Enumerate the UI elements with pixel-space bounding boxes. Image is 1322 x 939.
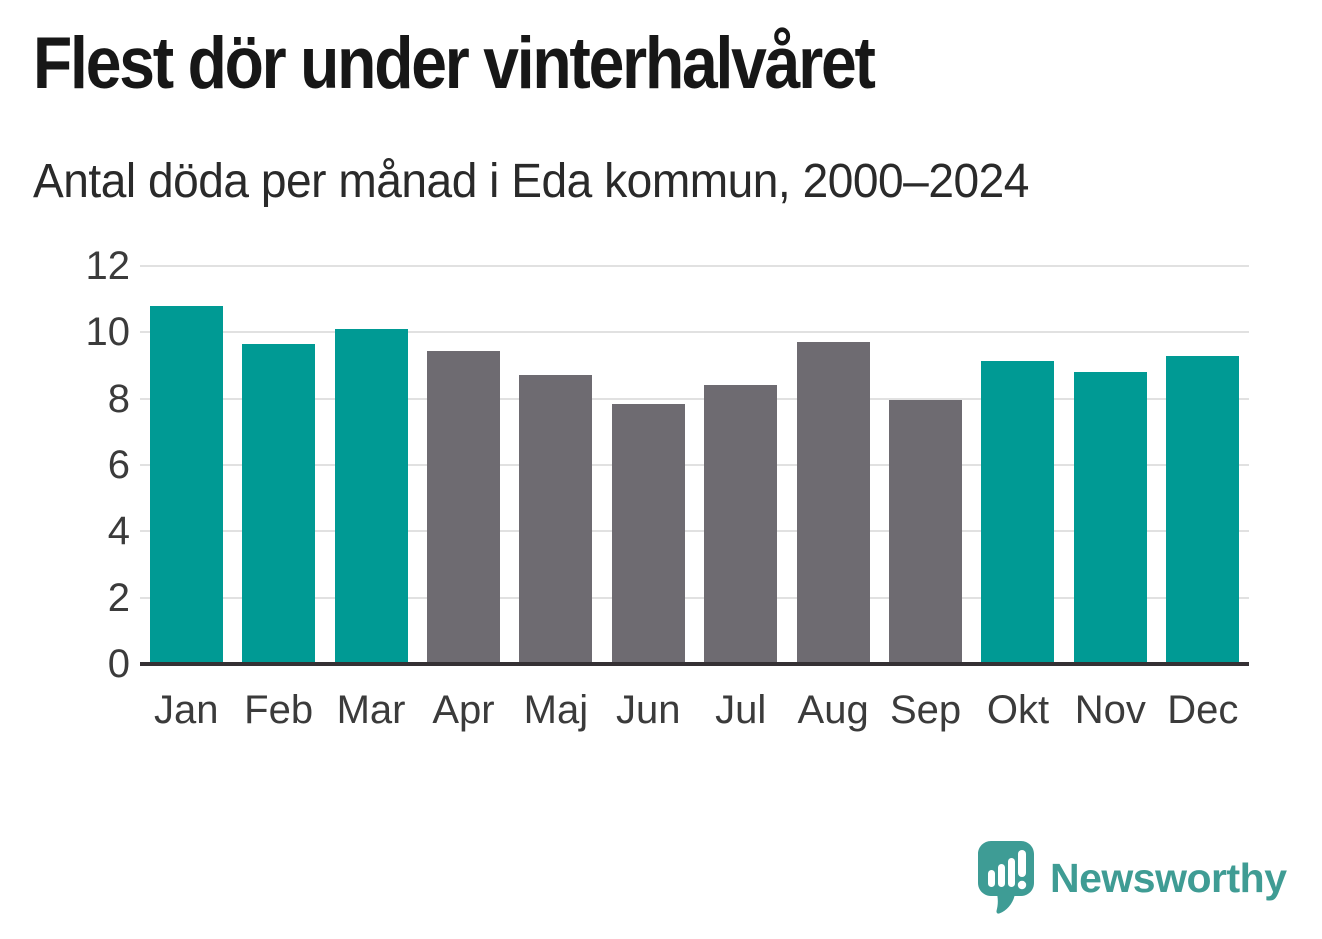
x-tick-label-sep: Sep xyxy=(889,688,962,732)
bar-apr xyxy=(426,350,500,664)
y-tick-label-10: 10 xyxy=(85,310,131,355)
bar-okt xyxy=(981,360,1055,664)
bar-feb xyxy=(242,343,316,664)
x-axis: Jan Feb Mar Apr Maj Jun Jul Aug Sep Okt Nov Dec xyxy=(140,686,1249,746)
x-tick-label-feb: Feb xyxy=(244,688,314,732)
x-tick-label-maj: Maj xyxy=(523,688,589,732)
bar-mar xyxy=(334,329,408,664)
chart-subtitle: Antal döda per månad i Eda kommun, 2000–… xyxy=(33,155,1029,208)
x-tick-label-aug: Aug xyxy=(797,688,869,732)
newsworthy-speech-bubble-icon xyxy=(978,841,1034,914)
bar-jun xyxy=(611,403,685,664)
y-tick-label-2: 2 xyxy=(107,575,130,620)
y-axis: 0 2 4 6 8 10 12 xyxy=(40,246,131,684)
bar-jul xyxy=(704,385,778,664)
x-tick-label-nov: Nov xyxy=(1074,688,1146,732)
y-tick-label-4: 4 xyxy=(107,509,130,554)
newsworthy-wordmark: Newsworthy xyxy=(1050,854,1287,901)
gridline-8 xyxy=(140,397,1249,400)
y-tick-label-8: 8 xyxy=(107,376,130,421)
plot-area xyxy=(140,265,1249,666)
gridline-2 xyxy=(140,596,1249,599)
y-tick-label-0: 0 xyxy=(107,642,130,686)
chart-title: Flest dör under vinterhalvåret xyxy=(33,23,876,104)
y-tick-label-6: 6 xyxy=(107,443,130,487)
bar-aug xyxy=(796,342,870,664)
x-tick-label-jun: Jun xyxy=(616,688,681,732)
newsworthy-logo: Newsworthy xyxy=(977,840,1287,916)
bar-sep xyxy=(889,400,963,664)
bar-maj xyxy=(519,375,593,664)
x-tick-label-apr: Apr xyxy=(432,688,495,732)
x-tick-label-mar: Mar xyxy=(336,688,406,732)
x-tick-label-jan: Jan xyxy=(153,688,219,732)
x-axis-baseline xyxy=(140,662,1249,666)
x-tick-label-dec: Dec xyxy=(1167,688,1239,732)
gridline-12 xyxy=(140,265,1249,267)
x-tick-label-jul: Jul xyxy=(715,688,767,732)
x-tick-label-okt: Okt xyxy=(986,688,1050,732)
bar-dec xyxy=(1166,355,1240,664)
bar-jan xyxy=(149,305,223,664)
gridline-4 xyxy=(140,530,1249,533)
gridline-10 xyxy=(140,331,1249,334)
bar-nov xyxy=(1073,372,1147,664)
gridline-6 xyxy=(140,464,1249,466)
y-tick-label-12: 12 xyxy=(85,244,131,288)
